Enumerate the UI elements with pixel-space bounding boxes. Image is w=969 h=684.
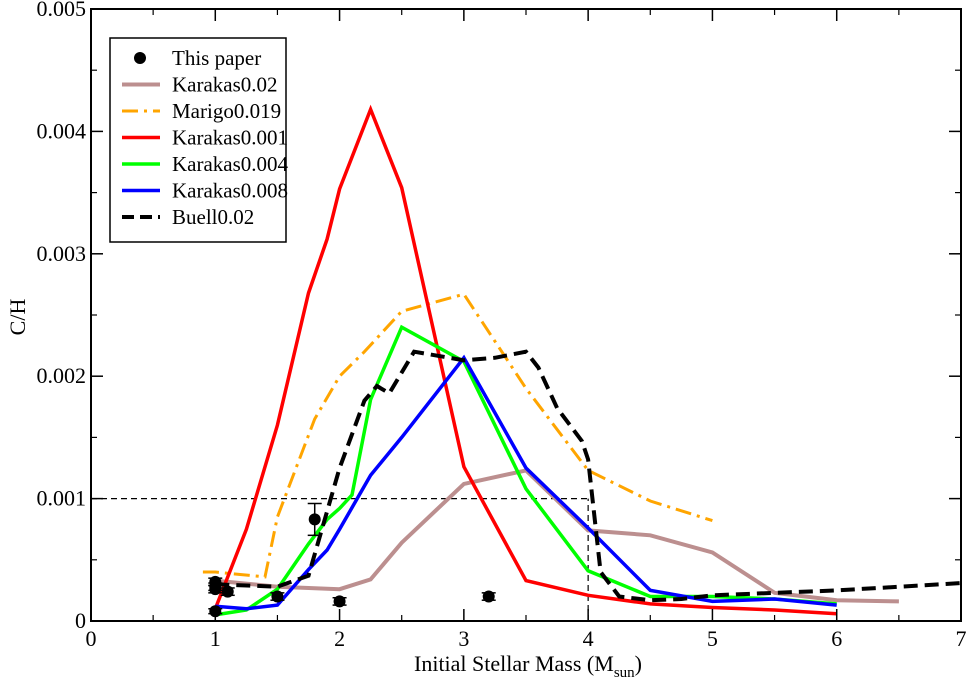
x-axis-label: Initial Stellar Mass (Msun) <box>414 651 642 681</box>
series-group <box>202 104 962 617</box>
reference-lines <box>91 498 589 621</box>
data-point <box>482 590 495 603</box>
y-tick-label: 0.002 <box>37 363 87 388</box>
series-line-karakas0-008 <box>215 354 837 611</box>
legend-box <box>109 37 287 243</box>
data-point <box>308 513 321 526</box>
x-tick-label: 1 <box>210 626 221 651</box>
x-tick-label: 7 <box>956 626 967 651</box>
series-line-buell0-02 <box>215 349 962 603</box>
legend-label: Marigo0.019 <box>172 99 281 123</box>
data-points-group <box>208 502 496 618</box>
legend-label: Karakas0.001 <box>172 126 288 150</box>
y-tick-label: 0.003 <box>37 241 87 266</box>
y-tick-label: 0.005 <box>37 0 87 21</box>
series-line-karakas0-001 <box>213 104 837 616</box>
x-tick-label: 6 <box>831 626 842 651</box>
legend-label: Karakas0.02 <box>172 73 278 97</box>
legend-label: Karakas0.008 <box>172 179 288 203</box>
x-tick-label: 3 <box>458 626 469 651</box>
data-point <box>221 585 234 598</box>
x-tick-label: 4 <box>583 626 594 651</box>
legend-label: This paper <box>172 46 261 70</box>
legend-marker-this-paper <box>134 52 146 64</box>
y-tick-label: 0.001 <box>37 486 87 511</box>
data-point <box>209 583 222 596</box>
y-axis-label: C/H <box>5 299 30 336</box>
legend-label: Buell0.02 <box>172 205 254 229</box>
y-tick-label: 0.004 <box>37 118 87 143</box>
x-tick-label: 2 <box>334 626 345 651</box>
axis-ticks: 0 1 2 3 4 5 6 7 0 0.001 0.002 0.003 0.004 0.005 <box>37 0 967 651</box>
series-line-marigo0-019 <box>202 292 713 579</box>
data-point <box>333 595 346 608</box>
x-tick-label: 5 <box>707 626 718 651</box>
legend-label: Karakas0.004 <box>172 152 289 176</box>
y-tick-label: 0 <box>75 608 86 633</box>
data-point <box>271 590 284 603</box>
x-tick-label: 0 <box>86 626 97 651</box>
